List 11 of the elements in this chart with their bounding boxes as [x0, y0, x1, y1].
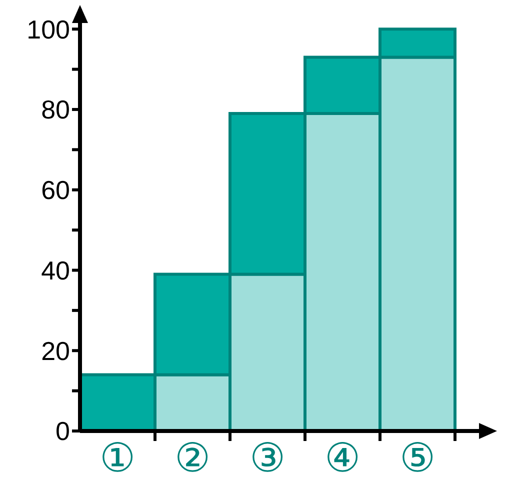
y-tick-label: 100 [26, 14, 70, 44]
x-tick-label: ④ [324, 435, 360, 482]
x-tick-label: ⑤ [400, 435, 436, 482]
y-tick-label: 20 [41, 336, 70, 366]
y-tick-label: 80 [41, 94, 70, 125]
y-tick-label: 40 [41, 255, 70, 286]
y-tick-label: 0 [56, 416, 70, 446]
x-tick-label: ② [174, 435, 210, 482]
x-tick-label: ① [100, 435, 136, 482]
x-tick-label: ③ [250, 435, 286, 482]
y-tick-label: 60 [41, 175, 70, 206]
